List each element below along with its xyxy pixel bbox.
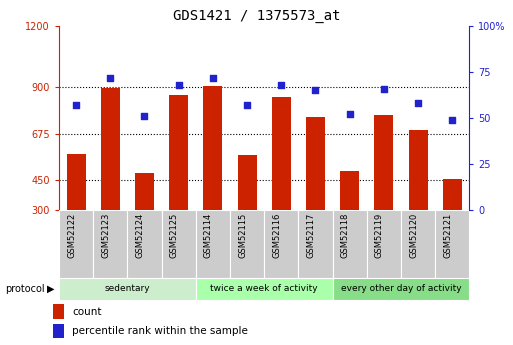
Text: GDS1421 / 1375573_at: GDS1421 / 1375573_at [173,9,340,23]
Bar [204,86,222,210]
Point [414,101,422,106]
FancyBboxPatch shape [196,210,230,278]
Bar [59,278,196,300]
Text: protocol: protocol [5,284,45,294]
Bar [67,154,86,210]
Point [141,114,149,119]
Text: GSM52120: GSM52120 [409,213,418,258]
FancyBboxPatch shape [332,210,367,278]
FancyBboxPatch shape [264,210,299,278]
Bar [196,278,332,300]
Bar [443,179,462,210]
Text: sedentary: sedentary [105,284,150,294]
FancyBboxPatch shape [127,210,162,278]
Bar [53,324,64,338]
FancyBboxPatch shape [299,210,332,278]
Text: twice a week of activity: twice a week of activity [210,284,318,294]
Point [380,86,388,91]
Bar [306,117,325,210]
Text: GSM52119: GSM52119 [375,213,384,258]
Bar [409,130,427,210]
FancyBboxPatch shape [435,210,469,278]
Text: GSM52116: GSM52116 [272,213,281,258]
Bar [340,171,359,210]
Point [448,117,457,123]
Point [72,102,80,108]
Text: GSM52115: GSM52115 [238,213,247,258]
Bar [374,115,393,210]
Bar [135,172,154,210]
FancyBboxPatch shape [367,210,401,278]
Text: GSM52124: GSM52124 [135,213,145,258]
Bar [101,88,120,210]
Text: percentile rank within the sample: percentile rank within the sample [72,326,248,336]
Bar [332,278,469,300]
FancyBboxPatch shape [59,210,93,278]
Bar [238,155,256,210]
Text: GSM52121: GSM52121 [443,213,452,258]
Point [243,102,251,108]
Point [311,88,320,93]
Text: count: count [72,307,102,317]
Point [277,82,285,88]
Point [209,75,217,80]
FancyBboxPatch shape [401,210,435,278]
Bar [272,97,291,210]
Text: GSM52114: GSM52114 [204,213,213,258]
FancyBboxPatch shape [230,210,264,278]
Bar [169,95,188,210]
Text: GSM52122: GSM52122 [67,213,76,258]
Text: GSM52125: GSM52125 [170,213,179,258]
Bar [53,304,64,319]
Point [174,82,183,88]
Text: ▶: ▶ [47,284,55,294]
FancyBboxPatch shape [93,210,127,278]
Text: every other day of activity: every other day of activity [341,284,461,294]
FancyBboxPatch shape [162,210,196,278]
Text: GSM52117: GSM52117 [306,213,315,258]
Text: GSM52118: GSM52118 [341,213,350,258]
Point [346,112,354,117]
Point [106,75,114,80]
Text: GSM52123: GSM52123 [101,213,110,258]
